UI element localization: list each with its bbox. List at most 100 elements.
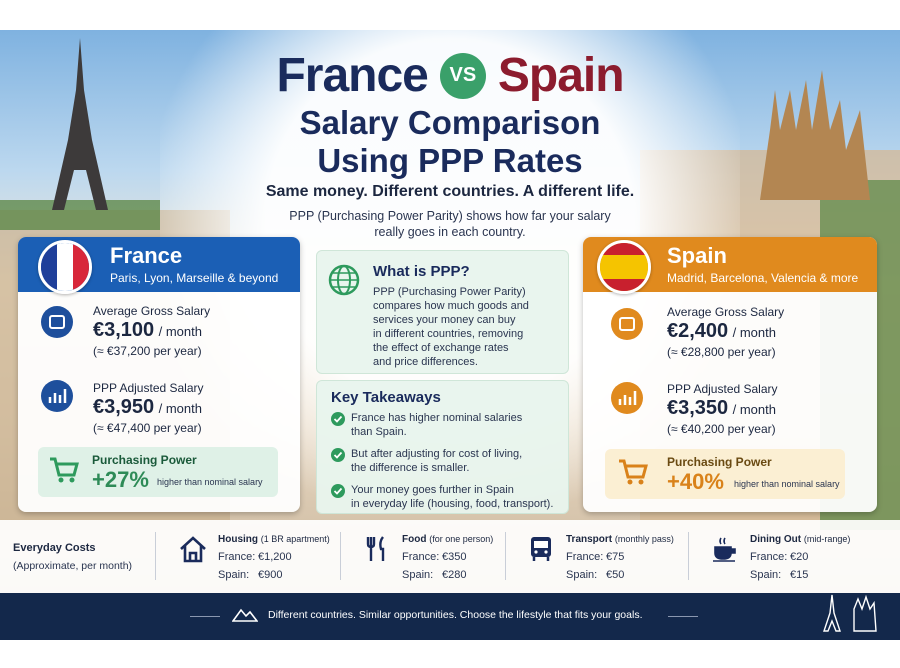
takeaway-line: in everyday life (housing, food, transpo… [351, 498, 554, 510]
gross-label: Average Gross Salary [93, 304, 211, 318]
cost-heading: Food (for one person) [402, 534, 493, 545]
footer-rule [668, 616, 698, 617]
ppp-text: PPP (Purchasing Power Parity) compares ho… [373, 285, 529, 369]
cost-row: Spain: €900 [218, 569, 282, 581]
ppp-unit: / month [732, 402, 776, 417]
ppp-line: €3,950 / month [93, 396, 202, 419]
takeaway-line: than Spain. [351, 426, 407, 438]
power-label: Purchasing Power [92, 453, 197, 467]
ppp-title: What is PPP? [373, 263, 470, 280]
takeaway-list: France has higher nominal salaries than S… [329, 411, 564, 519]
country-cities: Madrid, Barcelona, Valencia & more [667, 271, 859, 285]
cost-row: France: €20 [750, 551, 808, 563]
cost-value: €75 [606, 551, 625, 563]
gross-unit: / month [158, 324, 202, 339]
check-icon [331, 484, 345, 498]
ppp-label: PPP Adjusted Salary [667, 382, 778, 396]
takeaways-box: Key Takeaways France has higher nominal … [316, 380, 569, 514]
takeaway-line: Your money goes further in Spain [351, 484, 514, 496]
intro-line: PPP (Purchasing Power Parity) shows how … [289, 209, 611, 223]
gross-year: (≈ €37,200 per year) [93, 344, 202, 358]
power-note: higher than nominal salary [157, 477, 263, 487]
globe-icon [328, 264, 360, 296]
country-name: Spain [667, 243, 727, 268]
cart-icon [50, 457, 79, 483]
ppp-value: €3,950 [93, 396, 155, 418]
footer-rule [190, 616, 220, 617]
power-label: Purchasing Power [667, 455, 772, 469]
power-box [38, 447, 278, 497]
ppp-icon [41, 380, 73, 412]
footer-text: Different countries. Similar opportuniti… [268, 609, 643, 621]
flag [597, 240, 651, 294]
ppp-line: compares how much goods and [373, 300, 529, 312]
cost-row: France: €350 [402, 551, 466, 563]
gross-value: €3,100 [93, 319, 155, 341]
ppp-line: PPP (Purchasing Power Parity) [373, 286, 526, 298]
cost-icon [713, 537, 736, 562]
ppp-year: (≈ €40,200 per year) [667, 422, 776, 436]
flag [38, 240, 92, 294]
cost-note: (mid-range) [803, 534, 851, 544]
costs-band [0, 520, 900, 593]
ppp-unit: / month [158, 401, 202, 416]
cost-label: Spain: [566, 569, 598, 581]
ppp-line: and price differences. [373, 356, 478, 368]
sagrada-familia [760, 70, 870, 200]
ppp-line: in different countries, removing [373, 328, 524, 340]
cost-value: €900 [258, 569, 283, 581]
ppp-year: (≈ €47,400 per year) [93, 421, 202, 435]
cost-label: Spain: [750, 569, 782, 581]
takeaway-line: the difference is smaller. [351, 462, 470, 474]
tagline: Same money. Different countries. A diffe… [265, 183, 635, 200]
mountain-icon [232, 608, 258, 622]
separator [688, 532, 689, 580]
title-france: France [276, 49, 428, 102]
takeaway: France has higher nominal salaries than S… [329, 411, 564, 439]
cost-value: €350 [442, 551, 467, 563]
subtitle: Salary Comparison [299, 104, 601, 141]
cost-row: Spain: €50 [566, 569, 624, 581]
eiffel-tower [52, 38, 108, 210]
takeaways-title: Key Takeaways [331, 389, 441, 406]
ppp-line: services your money can buy [373, 314, 516, 326]
ppp-label: PPP Adjusted Salary [93, 381, 204, 395]
landmark-icons [823, 594, 877, 632]
title-spain: Spain [497, 49, 625, 102]
ppp-box: What is PPP? PPP (Purchasing Power Parit… [316, 250, 569, 374]
gross-year: (≈ €28,800 per year) [667, 345, 776, 359]
cost-name: Housing [218, 534, 258, 545]
costs-title: Everyday Costs [13, 542, 96, 554]
cost-row: France: €1,200 [218, 551, 292, 563]
salary-icon [611, 308, 643, 340]
check-icon [331, 448, 345, 462]
cost-row: Spain: €15 [750, 569, 808, 581]
gross-line: €2,400 / month [667, 320, 776, 343]
intro-line: really goes in each country. [374, 225, 526, 239]
cost-note: (1 BR apartment) [260, 534, 330, 544]
cost-value: €280 [442, 569, 467, 581]
cost-value: €20 [790, 551, 809, 563]
cost-note: (for one person) [429, 534, 494, 544]
cost-icon [180, 536, 206, 563]
vs-badge: VS [439, 52, 486, 99]
cost-value: €1,200 [258, 551, 292, 563]
takeaway: But after adjusting for cost of living, t… [329, 447, 564, 475]
cost-name: Transport [566, 534, 613, 545]
cost-name: Dining Out [750, 534, 802, 545]
separator [505, 532, 506, 580]
trees [0, 200, 160, 230]
gross-label: Average Gross Salary [667, 305, 785, 319]
country-card: France Paris, Lyon, Marseille & beyond A… [18, 237, 300, 512]
cost-row: Spain: €280 [402, 569, 466, 581]
cost-label: France: [402, 551, 440, 563]
cost-label: France: [218, 551, 256, 563]
separator [340, 532, 341, 580]
intro: PPP (Purchasing Power Parity) shows how … [270, 208, 630, 240]
cost-heading: Housing (1 BR apartment) [218, 534, 330, 545]
ppp-value: €3,350 [667, 397, 729, 419]
costs-subtitle: (Approximate, per month) [13, 560, 133, 572]
cost-icon [531, 537, 551, 561]
cost-note: (monthly pass) [614, 534, 674, 544]
